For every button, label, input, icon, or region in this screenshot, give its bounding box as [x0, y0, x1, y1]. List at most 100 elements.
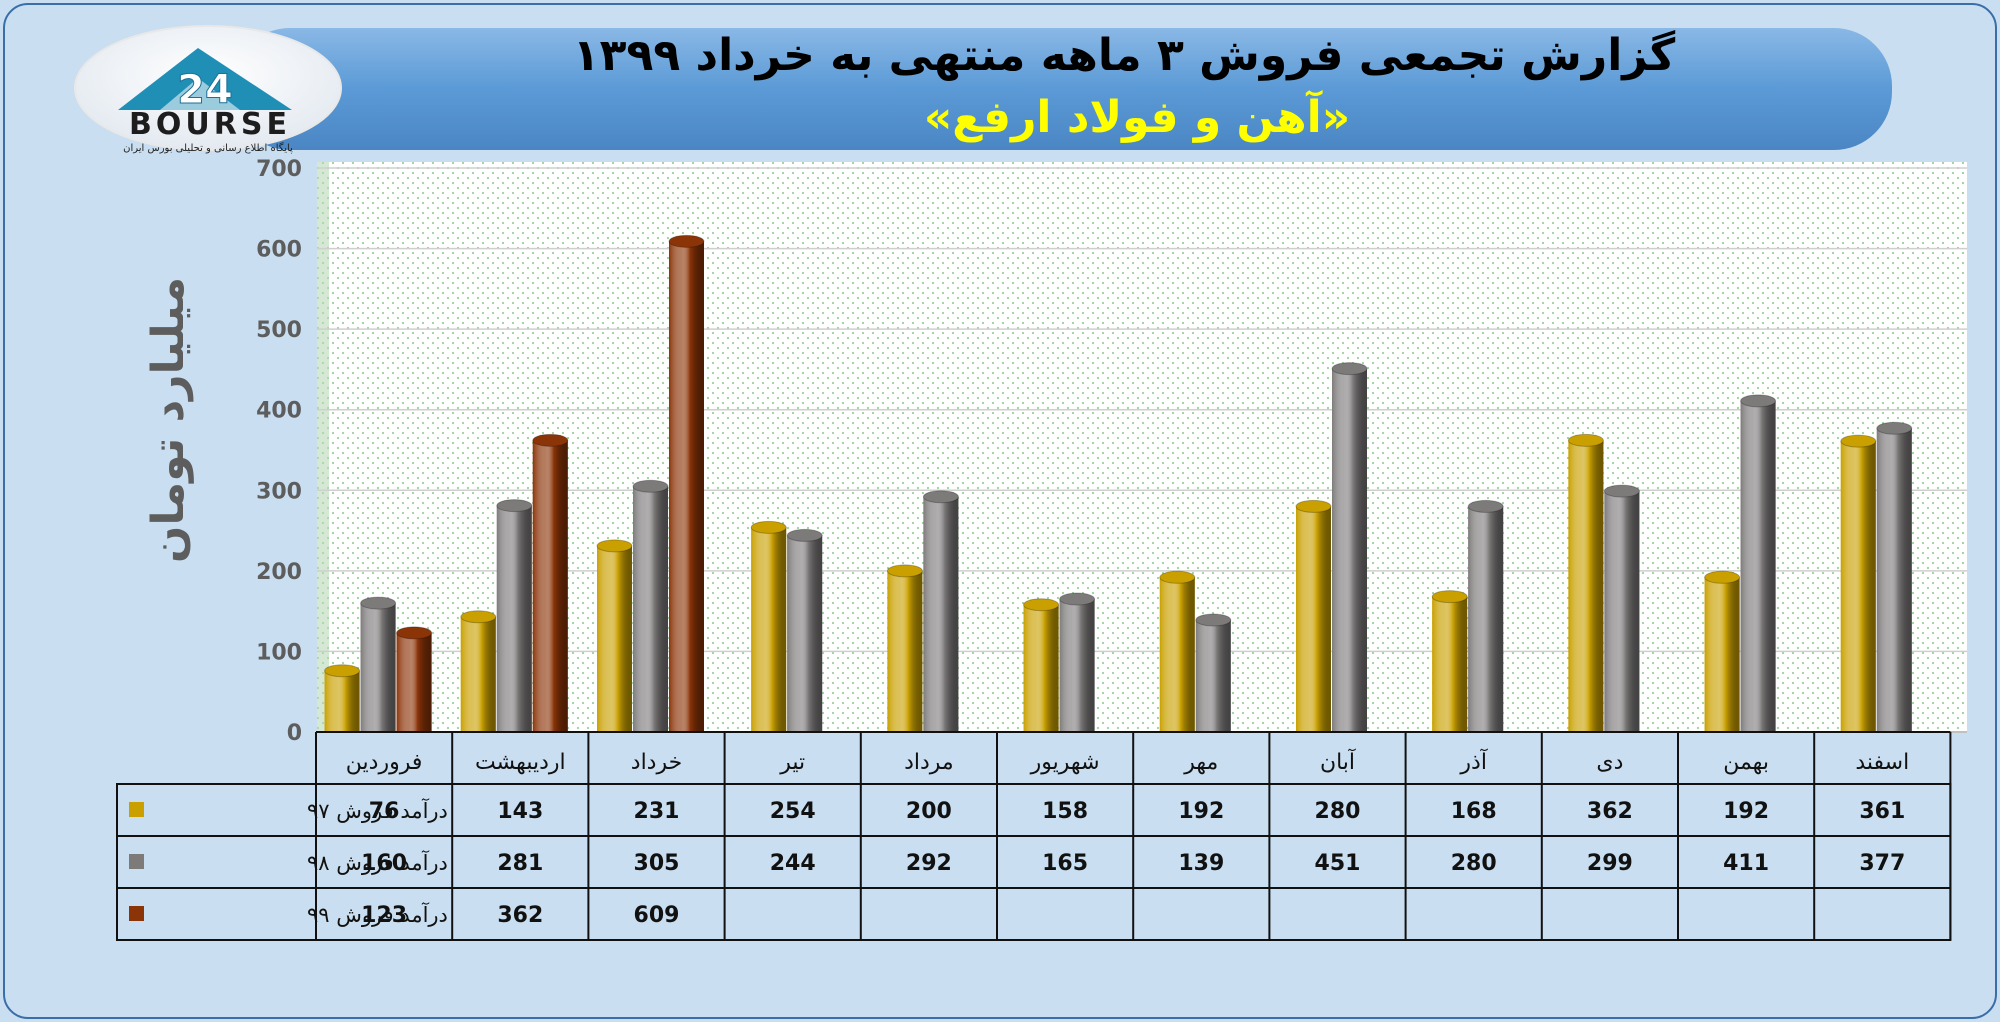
table-cell-value: 609: [634, 903, 680, 928]
bar-shade: [1296, 506, 1331, 732]
table-cell-value: 362: [1587, 799, 1633, 824]
y-tick-label: 700: [256, 157, 302, 182]
bar-top: [632, 479, 669, 493]
chart-subtitle: «آهن و فولاد ارفع»: [924, 89, 1350, 143]
bar: [1567, 433, 1604, 732]
table-cell-value: 281: [497, 851, 543, 876]
y-tick-label: 300: [256, 479, 302, 504]
bar-top: [1704, 570, 1741, 584]
bar-top: [1876, 421, 1913, 435]
bar-shade: [597, 545, 632, 732]
bar-top: [496, 499, 533, 513]
x-category-label: اسفند: [1855, 750, 1909, 775]
table-cell-value: 244: [770, 851, 816, 876]
bar-top: [460, 610, 497, 624]
bar: [922, 490, 959, 732]
x-category-label: مرداد: [904, 750, 954, 775]
bar-top: [1023, 598, 1060, 612]
bar-top: [360, 596, 397, 610]
x-category-label: آبان: [1320, 748, 1356, 775]
bar-top: [1431, 590, 1468, 604]
bar: [360, 596, 397, 732]
bar-top: [750, 520, 787, 534]
bar-shade: [1332, 368, 1367, 732]
table-cell-value: 139: [1178, 851, 1224, 876]
bar: [632, 479, 669, 732]
bars: [324, 234, 1913, 732]
bar: [1704, 570, 1741, 732]
table-cell-value: 158: [1042, 799, 1088, 824]
bourse24-logo: 24 BOURSE پایگاه اطلاع رسانی و تحلیلی بو…: [74, 25, 342, 154]
legend-swatch: [129, 906, 144, 921]
legend-label: درآمد فروش ۹۹: [307, 902, 448, 927]
bar-top: [1295, 499, 1332, 513]
bar-shade: [923, 496, 959, 732]
bar: [786, 528, 823, 732]
bar: [1431, 590, 1468, 732]
table-cell-value: 280: [1451, 851, 1497, 876]
table-cell-value: 361: [1859, 799, 1905, 824]
bar-shade: [1840, 441, 1876, 732]
chart-title: گزارش تجمعی فروش ۳ ماهه منتهی به خرداد ۱…: [573, 29, 1676, 81]
bar: [1876, 421, 1913, 732]
bar: [750, 520, 787, 732]
bar: [396, 626, 433, 732]
x-category-label: دی: [1596, 750, 1623, 775]
bar: [596, 539, 633, 732]
x-category-label: تیر: [779, 750, 805, 775]
bar: [886, 564, 923, 732]
table-cell-value: 280: [1315, 799, 1361, 824]
bar-shade: [532, 440, 568, 732]
bar-shade: [1568, 440, 1604, 732]
plot-area: [317, 162, 1967, 732]
bar-shade: [1740, 400, 1776, 732]
bar: [324, 664, 361, 732]
bar-top: [886, 564, 923, 578]
bar: [1295, 499, 1332, 732]
grid-lines: [317, 167, 1967, 653]
legend-swatch: [129, 802, 144, 817]
bar: [1467, 499, 1504, 732]
bar-shade: [460, 616, 496, 732]
bar-top: [596, 539, 633, 553]
bar-top: [1467, 499, 1504, 513]
logo-tagline: پایگاه اطلاع رسانی و تحلیلی بورس ایران: [123, 142, 293, 154]
table-cell-value: 299: [1587, 851, 1633, 876]
bar-top: [1331, 362, 1368, 376]
x-category-label: خرداد: [631, 750, 682, 775]
bar-shade: [669, 241, 704, 732]
bar-top: [922, 490, 959, 504]
bar: [460, 610, 497, 732]
bar-shade: [360, 603, 396, 732]
table-cell-value: 254: [770, 799, 816, 824]
x-category-label: آذر: [1459, 748, 1487, 775]
bar-shade: [1023, 604, 1059, 732]
bar-shade: [1704, 577, 1740, 732]
bar-top: [1603, 484, 1640, 498]
table-cell-value: 143: [497, 799, 543, 824]
bar: [1840, 434, 1877, 732]
bar: [496, 499, 533, 732]
y-tick-label: 0: [287, 721, 302, 746]
legend-label: درآمد فروش ۹۷: [307, 798, 448, 823]
bar-shade: [324, 670, 360, 732]
table-cell-value: 411: [1723, 851, 1769, 876]
table-cell-value: 192: [1178, 799, 1224, 824]
bar: [1603, 484, 1640, 732]
table-cell-value: 231: [634, 799, 680, 824]
table-cell-value: 200: [906, 799, 952, 824]
y-tick-label: 200: [256, 560, 302, 585]
table-cell-value: 160: [361, 851, 407, 876]
bar-top: [786, 528, 823, 542]
bar-top: [1840, 434, 1877, 448]
bar-shade: [1604, 491, 1640, 732]
legend-swatch: [129, 854, 144, 869]
bar-shade: [751, 527, 787, 732]
y-tick-label: 400: [256, 399, 302, 424]
bar: [1023, 598, 1060, 732]
bar-shade: [1468, 506, 1504, 732]
bar-top: [396, 626, 433, 640]
header-banner: [232, 28, 1892, 150]
bar: [1159, 570, 1196, 732]
